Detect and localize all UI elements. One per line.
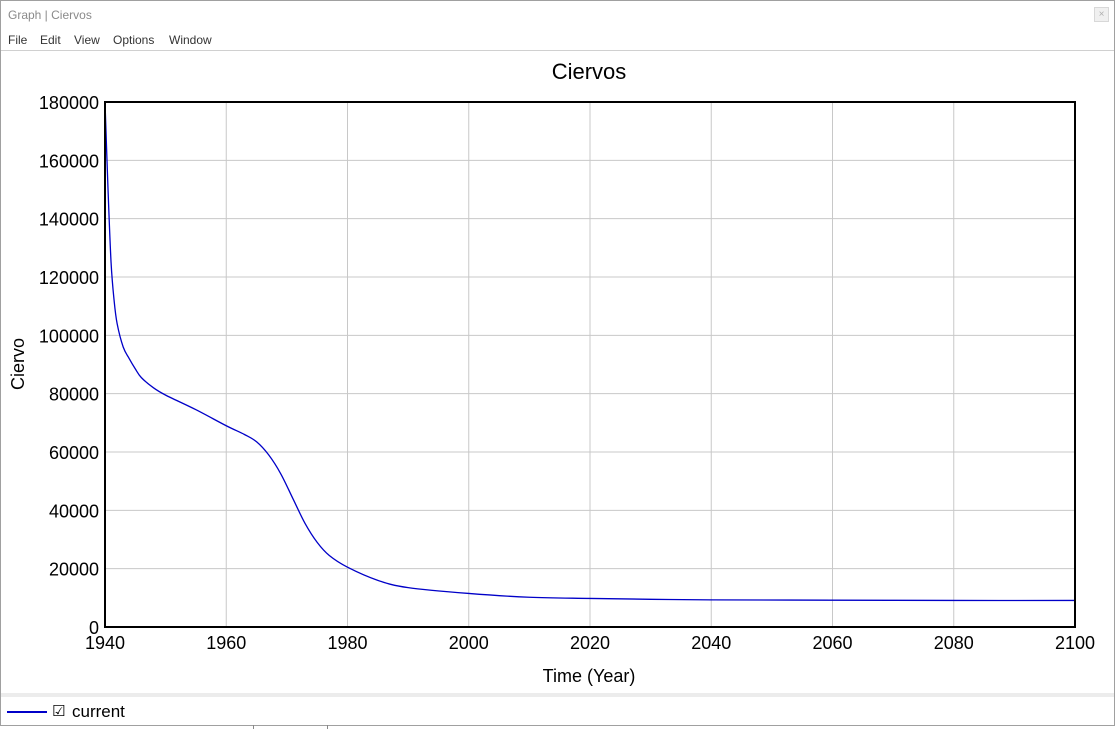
window-title: Graph | Ciervos [8,8,92,22]
y-tick-label: 80000 [49,385,99,405]
y-tick-label: 60000 [49,443,99,463]
x-tick-labels: 1940 1960 1980 2000 2020 2040 2060 2080 2100 [85,633,1095,653]
x-tick-label: 1940 [85,633,125,653]
x-tick-label: 2020 [570,633,610,653]
y-tick-label: 120000 [39,268,99,288]
grid-lines [105,102,1075,627]
x-tick-label: 2080 [934,633,974,653]
x-tick-label: 1980 [327,633,367,653]
y-tick-label: 100000 [39,326,99,346]
legend-label: current [72,702,125,721]
x-tick-label: 1960 [206,633,246,653]
y-tick-label: 40000 [49,501,99,521]
y-axis-label: Ciervo [8,338,28,390]
y-tick-labels: 0 20000 40000 60000 80000 100000 120000 140000 1… [39,93,99,638]
menu-file[interactable]: File [8,33,28,47]
x-tick-label: 2040 [691,633,731,653]
graph-area: Ciervos 1940 1960 1980 2000 2020 2040 2060 2080… [2,51,1113,692]
menu-bar: File Edit View Options Window [1,31,1114,51]
legend-checkbox[interactable]: ☑ [52,702,66,720]
menu-options[interactable]: Options [113,33,155,47]
series-line-current [104,101,1076,602]
close-icon[interactable]: × [1094,7,1109,22]
y-tick-label: 20000 [49,560,99,580]
y-tick-label: 180000 [39,93,99,113]
y-tick-label: 140000 [39,210,99,230]
menu-window[interactable]: Window [169,33,212,47]
x-tick-label: 2060 [812,633,852,653]
menu-edit[interactable]: Edit [40,33,61,47]
chart-title: Ciervos [552,59,627,84]
y-tick-label: 160000 [39,151,99,171]
x-tick-label: 2100 [1055,633,1095,653]
legend-swatch [7,711,47,713]
plot-frame [104,101,1076,628]
legend-bar: ☑ current [1,693,1114,729]
x-axis-label: Time (Year) [543,666,636,686]
line-chart: Ciervos 1940 1960 1980 2000 2020 2040 2060 2080… [8,59,1095,686]
series-layer [104,101,1076,602]
x-tick-label: 2000 [449,633,489,653]
y-tick-label: 0 [89,618,99,638]
title-bar[interactable]: Graph | Ciervos × [1,1,1114,31]
menu-view[interactable]: View [74,33,100,47]
